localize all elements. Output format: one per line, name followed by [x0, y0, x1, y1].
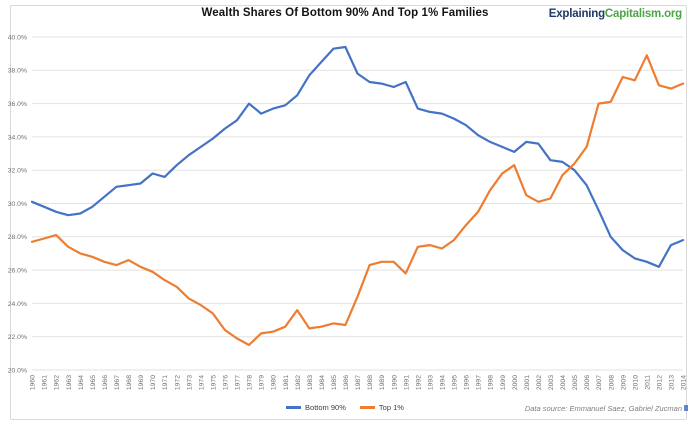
- x-axis-tick-label: 1985: [331, 375, 338, 390]
- site-logo[interactable]: ExplainingCapitalism.org: [549, 8, 682, 20]
- x-axis-tick-label: 2011: [644, 375, 651, 390]
- y-axis-tick-label: 20.0%: [8, 367, 27, 374]
- chart-frame: [10, 5, 687, 420]
- legend-swatch: [286, 406, 302, 409]
- logo-text-capitalism-org: Capitalism.org: [604, 8, 682, 20]
- x-axis-tick-label: 2013: [669, 375, 676, 390]
- x-axis-tick-label: 1986: [343, 375, 350, 390]
- series-line-bottom-90-: [30, 45, 685, 268]
- x-axis-tick-label: 2012: [657, 375, 664, 390]
- legend-label: Bottom 90%: [305, 403, 346, 412]
- y-axis-tick-label: 24.0%: [8, 301, 27, 308]
- x-axis-tick-label: 1989: [379, 375, 386, 390]
- x-axis-tick-label: 1971: [162, 375, 169, 390]
- chart-title: Wealth Shares Of Bottom 90% And Top 1% F…: [201, 7, 489, 19]
- x-axis-tick-label: 1972: [174, 375, 181, 390]
- y-axis-tick-label: 26.0%: [8, 268, 27, 275]
- x-axis-tick-label: 1974: [198, 375, 205, 390]
- x-axis-tick-label: 1977: [235, 375, 242, 390]
- x-axis-tick-label: 1970: [150, 375, 157, 390]
- legend-item: Bottom 90%: [286, 403, 346, 412]
- x-axis-tick-label: 1973: [186, 375, 193, 390]
- x-axis-tick-label: 1963: [66, 375, 73, 390]
- x-axis-tick-label: 1966: [102, 375, 109, 390]
- x-axis-tick-label: 1983: [307, 375, 314, 390]
- y-axis-tick-label: 38.0%: [8, 68, 27, 75]
- logo-text-explaining: Explaining: [548, 8, 605, 20]
- x-axis-tick-label: 1984: [319, 375, 326, 390]
- x-axis-tick-label: 1988: [367, 375, 374, 390]
- x-axis-tick-label: 2001: [524, 375, 531, 390]
- legend-item: Top 1%: [359, 403, 404, 412]
- x-axis-tick-label: 2006: [584, 375, 591, 390]
- y-axis-tick-label: 34.0%: [8, 134, 27, 141]
- x-axis-tick-label: 1997: [476, 375, 483, 390]
- x-axis-tick-label: 1987: [355, 375, 362, 390]
- x-axis-tick-label: 1980: [271, 375, 278, 390]
- x-axis-tick-label: 2004: [560, 375, 567, 390]
- x-axis-tick-label: 1969: [138, 375, 145, 390]
- resize-handle[interactable]: [684, 405, 688, 411]
- y-axis-tick-label: 36.0%: [8, 101, 27, 108]
- legend-swatch: [359, 406, 375, 409]
- x-axis-tick-label: 2014: [681, 375, 688, 390]
- x-axis-tick-label: 1990: [391, 375, 398, 390]
- y-axis-tick-label: 22.0%: [8, 334, 27, 341]
- x-axis-tick-label: 1975: [210, 375, 217, 390]
- x-axis-tick-label: 2003: [548, 375, 555, 390]
- x-axis-tick-label: 2010: [632, 375, 639, 390]
- x-axis-tick-label: 2005: [572, 375, 579, 390]
- x-axis-tick-label: 1991: [403, 375, 410, 390]
- x-axis-tick-label: 1998: [488, 375, 495, 390]
- x-axis-tick-label: 2002: [536, 375, 543, 390]
- x-axis-tick-label: 1960: [30, 375, 37, 390]
- x-axis-tick-label: 1976: [223, 375, 230, 390]
- x-axis-tick-label: 1999: [500, 375, 507, 390]
- y-axis-tick-label: 40.0%: [8, 34, 27, 41]
- legend-label: Top 1%: [378, 403, 404, 412]
- data-source-note: Data source: Emmanuel Saez, Gabriel Zucm…: [524, 404, 682, 413]
- x-axis-tick-label: 1996: [464, 375, 471, 390]
- x-axis-tick-label: 1994: [440, 375, 447, 390]
- x-axis-tick-label: 1992: [415, 375, 422, 390]
- x-axis-tick-label: 1981: [283, 375, 290, 390]
- x-axis-tick-label: 2000: [512, 375, 519, 390]
- y-axis-tick-label: 32.0%: [8, 168, 27, 175]
- x-axis-tick-label: 1982: [295, 375, 302, 390]
- x-axis-tick-label: 1967: [114, 375, 121, 390]
- series-line-top-1-: [30, 54, 685, 347]
- x-axis-tick-label: 2008: [608, 375, 615, 390]
- x-axis-tick-label: 1968: [126, 375, 133, 390]
- legend: Bottom 90% Top 1%: [0, 403, 690, 412]
- y-axis-tick-label: 28.0%: [8, 234, 27, 241]
- x-axis-tick-label: 1995: [452, 375, 459, 390]
- x-axis-tick-label: 2009: [620, 375, 627, 390]
- x-axis-tick-label: 1962: [54, 375, 61, 390]
- y-axis-tick-label: 30.0%: [8, 201, 27, 208]
- x-axis-tick-label: 1993: [427, 375, 434, 390]
- x-axis-tick-label: 1961: [42, 375, 49, 390]
- x-axis-tick-label: 1965: [90, 375, 97, 390]
- x-axis-tick-label: 1978: [247, 375, 254, 390]
- x-axis-tick-label: 1979: [259, 375, 266, 390]
- x-axis-tick-label: 2007: [596, 375, 603, 390]
- x-axis-tick-label: 1964: [78, 375, 85, 390]
